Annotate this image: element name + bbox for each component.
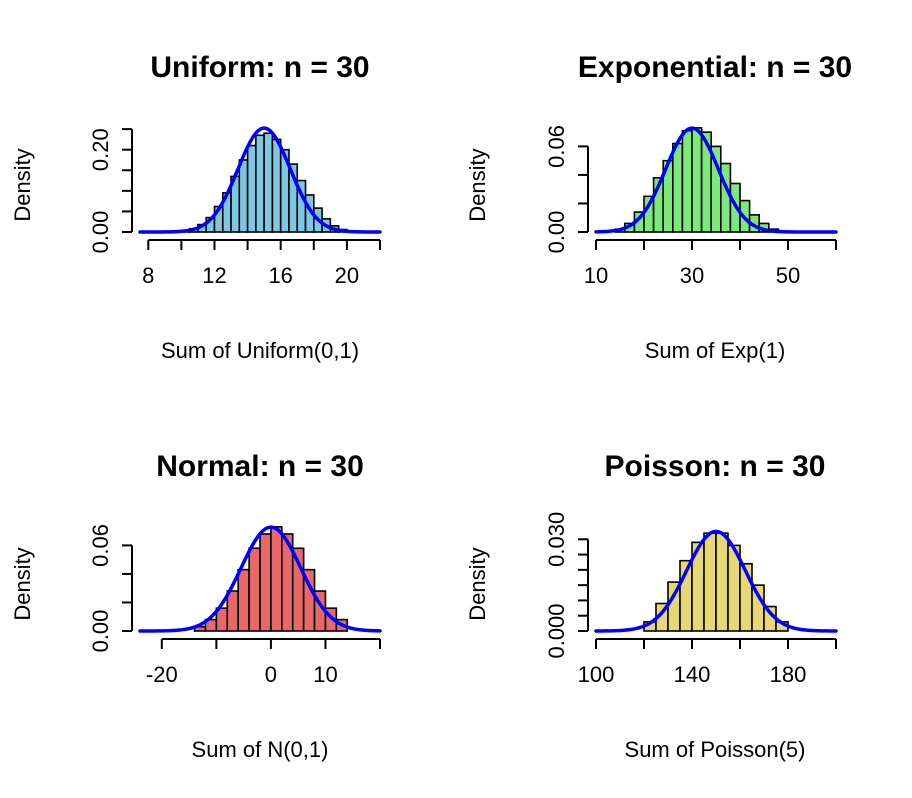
- density-curve: [138, 525, 382, 633]
- y-tick-label: 0.030: [544, 512, 569, 567]
- y-tick-label: 0.06: [88, 524, 113, 567]
- x-tick-label: 180: [770, 662, 807, 687]
- histogram-bar: [238, 159, 249, 233]
- histogram-bar: [226, 590, 239, 632]
- x-axis-label: Sum of Uniform(0,1): [161, 338, 359, 363]
- histogram-bar: [715, 532, 729, 632]
- y-axis: 0.00 0.06: [544, 125, 589, 254]
- normal-density-curve: [138, 126, 382, 234]
- y-axis-label: Density: [465, 148, 490, 221]
- histogram-bar: [237, 568, 250, 632]
- bars: [193, 526, 349, 632]
- x-axis-label: Sum of N(0,1): [192, 737, 329, 762]
- y-axis-label: Density: [10, 148, 35, 221]
- normal-density-curve: [138, 525, 382, 633]
- panel-title: Uniform: n = 30: [150, 51, 369, 84]
- bars: [180, 132, 348, 233]
- panel-title: Normal: n = 30: [156, 450, 364, 483]
- x-axis: 100 140 180: [578, 638, 837, 687]
- normal-density-curve: [594, 529, 838, 633]
- x-tick-label: 140: [674, 662, 711, 687]
- panel-uniform: Uniform: n = 30 Sum of Uniform(0,1) Dens…: [10, 51, 382, 363]
- histogram-bar: [259, 533, 272, 632]
- histogram-bar: [691, 127, 703, 233]
- histogram-bar: [255, 134, 265, 233]
- x-tick-label: 16: [268, 263, 292, 288]
- x-tick-label: 8: [142, 263, 154, 288]
- panel-title: Poisson: n = 30: [605, 450, 826, 483]
- y-tick-label: 0.20: [88, 128, 113, 171]
- histogram-bar: [263, 132, 274, 233]
- x-axis: -20 0 10: [146, 638, 381, 687]
- y-axis: 0.00 0.06: [88, 524, 133, 653]
- x-axis-label: Sum of Exp(1): [645, 338, 786, 363]
- x-tick-label: 30: [680, 263, 704, 288]
- bars: [643, 532, 789, 632]
- y-tick-label: 0.00: [88, 610, 113, 653]
- panel-normal: Normal: n = 30 Sum of N(0,1) Density -20…: [10, 450, 382, 762]
- x-tick-label: 100: [578, 662, 615, 687]
- x-axis: 8 12 16 20: [142, 239, 381, 288]
- x-tick-label: 10: [313, 662, 337, 687]
- density-curve: [594, 126, 838, 234]
- x-axis-label: Sum of Poisson(5): [625, 737, 806, 762]
- y-tick-label: 0.06: [544, 125, 569, 168]
- histogram-bar: [271, 138, 282, 233]
- x-tick-label: 10: [584, 263, 608, 288]
- histogram-bar: [703, 532, 717, 632]
- x-tick-label: 0: [265, 662, 277, 687]
- histogram-bar: [719, 162, 732, 233]
- panel-exponential: Exponential: n = 30 Sum of Exp(1) Densit…: [465, 51, 852, 363]
- panel-title: Exponential: n = 30: [578, 51, 852, 84]
- histogram-bar: [671, 142, 684, 233]
- x-tick-label: 50: [776, 263, 800, 288]
- density-curve: [138, 126, 382, 234]
- density-curve: [594, 529, 838, 633]
- y-axis-label: Density: [10, 547, 35, 620]
- y-tick-label: 0.00: [88, 211, 113, 254]
- y-axis-label: Density: [465, 547, 490, 620]
- y-axis: 0.00 0.20: [88, 128, 133, 254]
- histogram-bar: [270, 526, 283, 632]
- x-axis: 10 30 50: [584, 239, 837, 288]
- histogram-bar: [681, 129, 693, 233]
- normal-density-curve: [594, 126, 838, 234]
- panel-poisson: Poisson: n = 30 Sum of Poisson(5) Densit…: [465, 450, 838, 762]
- x-tick-label: 20: [335, 263, 359, 288]
- histogram-bar: [246, 144, 257, 233]
- x-tick-label: -20: [146, 662, 178, 687]
- histogram-bar: [248, 547, 261, 632]
- y-tick-label: 0.000: [544, 603, 569, 658]
- y-axis: 0.000 0.030: [544, 512, 589, 659]
- x-tick-label: 12: [202, 263, 226, 288]
- y-tick-label: 0.00: [544, 211, 569, 254]
